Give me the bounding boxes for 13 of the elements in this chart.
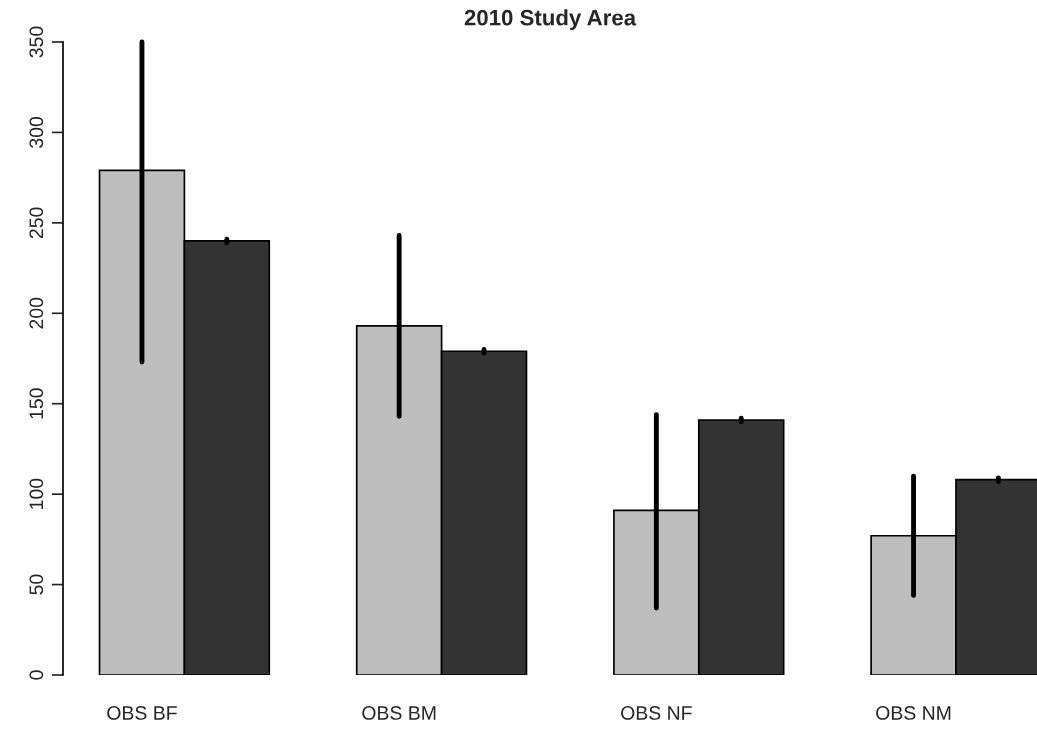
x-tick-label: OBS NM (876, 706, 951, 720)
y-tick-label: 50 (29, 574, 44, 595)
y-tick-label: 250 (29, 207, 44, 239)
y-tick-label: 350 (29, 26, 44, 58)
y-tick-label: 0 (29, 670, 44, 680)
x-tick-label: OBS BF (107, 706, 177, 720)
y-tick-label: 300 (29, 116, 44, 148)
y-tick-label: 150 (29, 388, 44, 419)
x-tick-label: OBS NF (621, 706, 692, 720)
y-tick-label: 200 (29, 297, 44, 329)
chart-title: 2010 Study Area (464, 9, 637, 30)
y-tick-label: 100 (29, 478, 44, 509)
x-tick-label: OBS BM (362, 706, 436, 720)
